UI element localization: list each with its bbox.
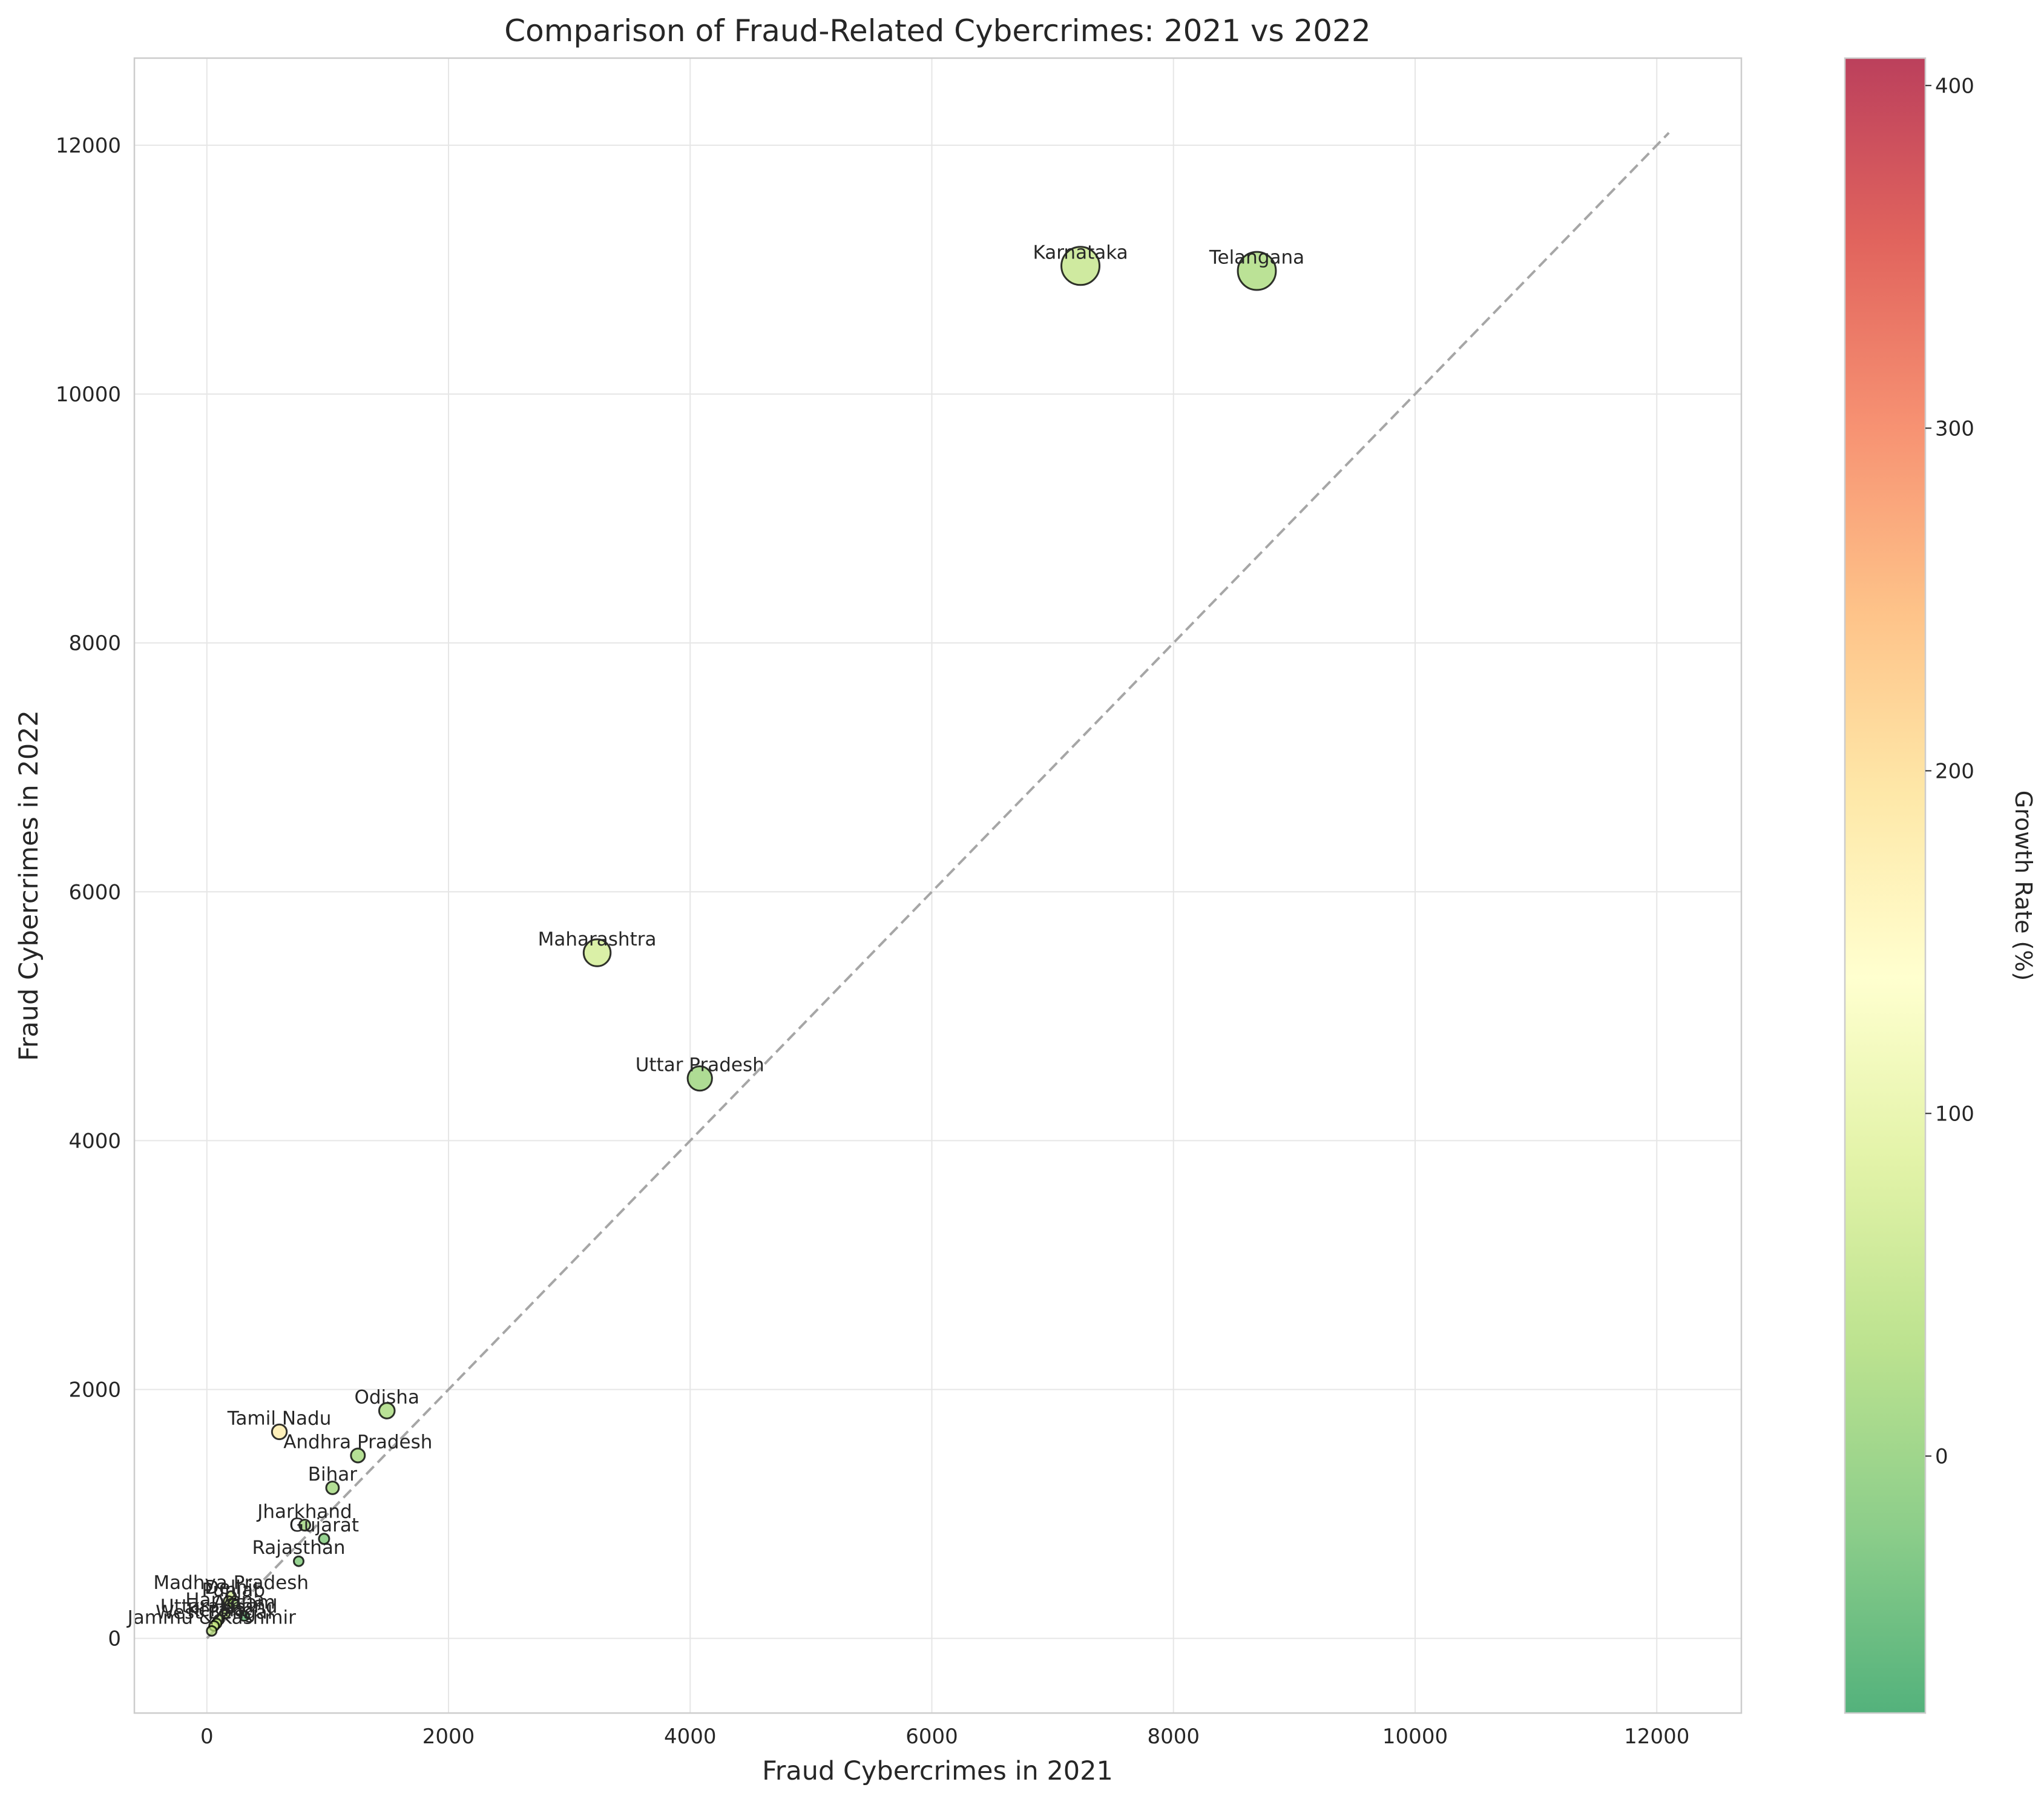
point-label: Rajasthan <box>252 1537 345 1559</box>
chart-title: Comparison of Fraud-Related Cybercrimes:… <box>504 13 1371 48</box>
point-label: Gujarat <box>289 1515 359 1536</box>
colorbar-tick-label: 200 <box>1935 759 1974 783</box>
point-label: Karnataka <box>1033 242 1128 263</box>
y-tick-labels: 0 2000 4000 6000 8000 10000 12000 <box>56 134 121 1651</box>
point-label: Jammu & Kashmir <box>127 1607 296 1628</box>
data-point <box>686 1065 713 1092</box>
data-point <box>378 1402 396 1419</box>
point-label: Maharashtra <box>538 929 657 950</box>
colorbar-tick-labels: 0 100 200 300 400 <box>1925 74 1974 1468</box>
y-tick-label: 4000 <box>68 1129 121 1153</box>
grid-lines <box>134 58 1741 1713</box>
x-tick-label: 4000 <box>664 1725 717 1749</box>
point-labels-layer: Karnataka Telangana Maharashtra Uttar Prade… <box>127 242 1305 1628</box>
x-tick-label: 8000 <box>1148 1725 1200 1749</box>
point-label: Madhya Pradesh <box>153 1572 309 1594</box>
data-point <box>206 1625 218 1637</box>
colorbar-tick-label: 0 <box>1935 1444 1948 1468</box>
points-layer <box>206 246 1277 1637</box>
point-label: Bihar <box>308 1464 358 1485</box>
data-point <box>318 1533 330 1545</box>
point-label: Andhra Pradesh <box>283 1431 432 1453</box>
point-label: Haryana <box>185 1590 265 1611</box>
point-label: Tamil Nadu <box>227 1407 332 1429</box>
y-tick-label: 12000 <box>56 134 121 158</box>
point-label: West Bengal <box>156 1602 272 1623</box>
y-axis-label: Fraud Cybercrimes in 2022 <box>14 710 44 1061</box>
colorbar-tick-label: 400 <box>1935 74 1974 98</box>
colorbar-tick-label: 300 <box>1935 416 1974 441</box>
data-point <box>292 1555 304 1567</box>
y-tick-label: 10000 <box>56 383 121 407</box>
point-label: Delhi <box>205 1577 253 1599</box>
colorbar <box>1845 58 1925 1713</box>
plot-frame <box>133 57 1743 1714</box>
data-point <box>228 1597 240 1610</box>
x-axis-label: Fraud Cybercrimes in 2021 <box>762 1756 1113 1786</box>
y-tick-label: 6000 <box>68 880 121 904</box>
colorbar-tick-label: 100 <box>1935 1102 1974 1126</box>
data-point <box>1060 246 1101 286</box>
data-point <box>238 1610 251 1622</box>
data-point <box>1237 251 1277 291</box>
x-tick-label: 12000 <box>1624 1725 1689 1749</box>
x-tick-label: 2000 <box>422 1725 475 1749</box>
data-point <box>582 938 612 967</box>
y-tick-label: 2000 <box>68 1378 121 1403</box>
colorbar-label: Growth Rate (%) <box>2010 791 2037 981</box>
point-label: Jharkhand <box>256 1501 352 1523</box>
colorbar-frame <box>1844 57 1927 1714</box>
point-label: Kerala <box>187 1599 246 1621</box>
point-label: Telangana <box>1209 247 1304 269</box>
point-label: Uttarakhand <box>160 1596 278 1617</box>
point-label: Assam <box>213 1592 275 1614</box>
data-point <box>271 1423 288 1441</box>
x-tick-label: 6000 <box>905 1725 958 1749</box>
point-label: Punjab <box>202 1579 265 1601</box>
point-label: Odisha <box>354 1386 419 1408</box>
reference-line <box>206 131 1670 1640</box>
y-tick-label: 8000 <box>68 631 121 656</box>
y-tick-label: 0 <box>108 1627 121 1651</box>
x-tick-labels: 0 2000 4000 6000 8000 10000 12000 <box>200 1725 1689 1749</box>
x-tick-label: 0 <box>200 1725 214 1749</box>
data-point <box>325 1480 340 1495</box>
data-point <box>298 1519 312 1532</box>
data-point <box>350 1447 366 1464</box>
point-label: Uttar Pradesh <box>636 1054 764 1076</box>
reference-line-layer <box>206 131 1670 1640</box>
x-tick-label: 10000 <box>1382 1725 1448 1749</box>
